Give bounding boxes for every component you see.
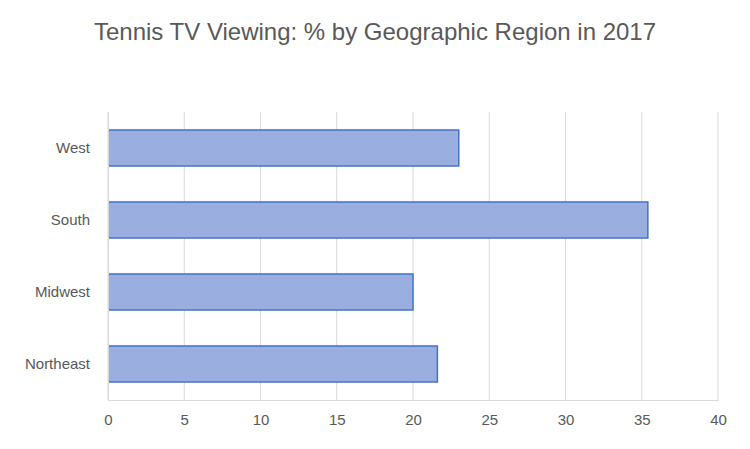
y-tick-label: Northeast [25, 355, 91, 372]
x-tick-label: 20 [405, 411, 422, 428]
background [0, 0, 750, 449]
x-tick: 25 [481, 400, 498, 428]
x-tick-label: 25 [481, 411, 498, 428]
y-tick-label: South [51, 211, 90, 228]
y-axis: Northeast Midwest South West [25, 113, 109, 401]
grid-line [108, 112, 109, 400]
x-tick: 40 [710, 400, 727, 428]
y-tick: Midwest [35, 283, 91, 300]
y-tick-label: West [56, 139, 91, 156]
x-tick: 20 [405, 400, 422, 428]
y-axis-line [108, 113, 109, 401]
x-tick: 30 [558, 400, 575, 428]
title: Tennis TV Viewing: % by Geographic Regio… [94, 18, 656, 45]
x-axis: 0 5 10 15 20 25 30 35 40 [104, 400, 727, 428]
grid-line [718, 112, 719, 400]
x-tick: 10 [253, 400, 270, 428]
x-tick-label: 15 [329, 411, 346, 428]
bar [108, 274, 413, 310]
title-line: Tennis TV Viewing: % by Geographic Regio… [94, 18, 656, 45]
x-tick: 0 [104, 400, 112, 428]
bars [108, 130, 648, 382]
grid-line [565, 112, 566, 400]
x-tick-label: 10 [253, 411, 270, 428]
x-tick-label: 30 [558, 411, 575, 428]
x-tick: 5 [181, 400, 189, 428]
x-tick-label: 40 [710, 411, 727, 428]
bar [108, 202, 648, 238]
bar [108, 346, 437, 382]
x-tick-label: 5 [181, 411, 189, 428]
y-tick: Northeast [25, 355, 91, 372]
grid-line [641, 112, 642, 400]
x-tick: 15 [329, 400, 346, 428]
y-tick: West [56, 139, 91, 156]
y-tick-label: Midwest [35, 283, 91, 300]
grid [108, 112, 718, 400]
chart: Tennis TV Viewing: % by Geographic Regio… [0, 0, 750, 449]
x-tick: 35 [634, 400, 651, 428]
grid-line [489, 112, 490, 400]
x-axis-line [109, 400, 719, 401]
x-tick-label: 0 [104, 411, 112, 428]
y-tick: South [51, 211, 90, 228]
bar [108, 130, 459, 166]
x-tick-label: 35 [634, 411, 651, 428]
